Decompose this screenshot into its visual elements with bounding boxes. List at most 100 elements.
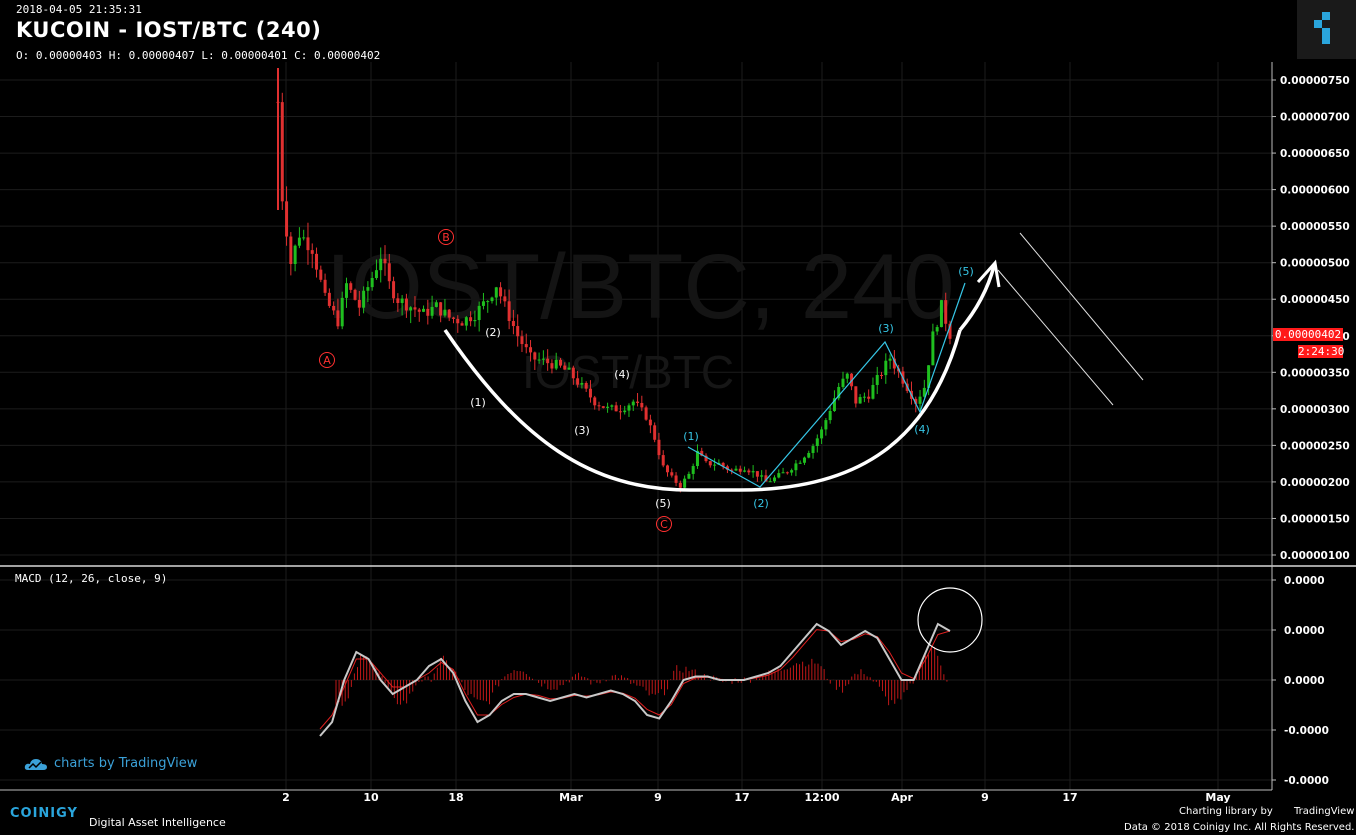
trend-line-lower[interactable] [997, 269, 1114, 406]
cyan-wave-label[interactable]: (1) [683, 430, 699, 443]
cyan-wave-path[interactable] [687, 282, 966, 488]
macd-label[interactable]: MACD (12, 26, close, 9) [15, 572, 168, 585]
abc-wave-label[interactable]: A [323, 354, 331, 367]
candle-body [593, 397, 597, 406]
candle-body [837, 386, 841, 399]
cyan-wave-label[interactable]: (5) [958, 265, 974, 278]
price-tick-label: 0.00000150 [1280, 513, 1350, 525]
candle-body [678, 482, 682, 488]
candle-body [931, 331, 935, 366]
chart-title: KUCOIN - IOST/BTC (240) [16, 18, 322, 42]
candle-body [473, 320, 477, 322]
candle-body [490, 297, 494, 302]
white-wave-label[interactable]: (3) [574, 424, 590, 437]
price-tick-label: 0.00000700 [1280, 112, 1350, 124]
candle-body [362, 290, 366, 308]
candle-body [674, 475, 678, 483]
candle-body [344, 283, 348, 298]
candle-body [546, 358, 550, 364]
price-tick-label: 0.00000750 [1280, 75, 1350, 87]
candle-body [721, 462, 725, 467]
macd-axis[interactable]: 0.0000 0.0000 0.0000 -0.0000 -0.0000 [1272, 575, 1329, 787]
candle-body [948, 323, 952, 339]
tradingview-link[interactable]: charts by TradingView [24, 756, 197, 771]
macd-tick-label: -0.0000 [1284, 775, 1329, 787]
candle-body [456, 318, 460, 324]
cyan-wave-label[interactable]: (2) [753, 497, 769, 510]
time-tick-label: 12:00 [804, 791, 839, 804]
abc-label-circle [319, 352, 335, 368]
candle-body [486, 301, 490, 303]
candle-body [708, 461, 712, 466]
candle-body [858, 397, 862, 404]
candle-body [695, 450, 699, 467]
trend-line-upper[interactable] [1019, 232, 1144, 381]
candle-body [747, 470, 751, 473]
candle-body [618, 411, 622, 413]
candle-body [627, 405, 631, 411]
candle-body [584, 382, 588, 389]
cup-curve[interactable] [443, 329, 962, 492]
macd-line [319, 622, 951, 737]
candle-body [319, 269, 323, 280]
candle-body [640, 402, 644, 408]
candle-body [409, 307, 413, 311]
candle-body [875, 374, 879, 385]
candle-body [922, 387, 926, 397]
candle-body [623, 410, 627, 413]
white-wave-label[interactable]: (5) [655, 497, 671, 510]
candle-body [691, 466, 695, 474]
candle-body [524, 344, 528, 348]
candle-body [439, 302, 443, 316]
cup-arrow-line[interactable] [958, 265, 996, 332]
time-axis[interactable]: 2 10 18 Mar 9 17 12:00 Apr 9 17 May [282, 791, 1230, 804]
cup-arrow-head [976, 259, 1001, 288]
abc-wave-label[interactable]: C [660, 518, 668, 531]
price-tick-label: 0.00000200 [1280, 477, 1350, 489]
candle-body [918, 396, 922, 404]
white-wave-label[interactable]: (4) [614, 368, 630, 381]
candle-body [374, 270, 378, 278]
cyan-wave-label[interactable]: (3) [878, 322, 894, 335]
white-wave-label[interactable]: (2) [485, 326, 501, 339]
candle-body [533, 352, 537, 360]
macd-tick-label: 0.0000 [1284, 625, 1325, 637]
time-tick-label: 17 [1062, 791, 1077, 804]
candle-body [944, 300, 948, 324]
price-tick-label: 0.00000650 [1280, 148, 1350, 160]
candle-body [310, 250, 314, 254]
candle-body [554, 359, 558, 369]
coinigy-logo-icon[interactable] [1297, 0, 1356, 59]
candle-body [939, 300, 943, 328]
candle-body [807, 453, 811, 458]
candle-body [417, 309, 421, 312]
candle-body [588, 388, 592, 398]
candle-body [828, 410, 832, 421]
price-tick-label: 0.00000100 [1280, 550, 1350, 562]
candle-body [704, 455, 708, 462]
candle-body [794, 463, 798, 471]
candle-body [383, 258, 387, 264]
candle-body [790, 470, 794, 473]
time-tick-label: 9 [654, 791, 662, 804]
coinigy-brand[interactable]: COINIGY [10, 806, 78, 821]
candle-body [760, 475, 764, 477]
price-tick-label: 0.00000500 [1280, 258, 1350, 270]
tradingview-credit[interactable]: TradingView [1294, 806, 1355, 817]
price-axis[interactable]: 0.00000750 0.00000700 0.00000650 0.00000600… [1272, 75, 1350, 562]
candle-body [597, 405, 601, 407]
candle-body [666, 465, 670, 473]
abc-wave-label[interactable]: B [442, 231, 450, 244]
candle-body [336, 310, 340, 327]
candle-body [357, 299, 361, 308]
watermark-main: IOST/BTC, 240 [326, 236, 955, 338]
candle-body [935, 327, 939, 332]
candle-body [683, 478, 687, 488]
cyan-wave-label[interactable]: (4) [914, 423, 930, 436]
wave-labels: A B C (1) (2) (3) (4) (5) (1) (2) (3) (4) (5) [319, 229, 974, 532]
candle-body [340, 297, 344, 327]
macd-tick-label: 0.0000 [1284, 675, 1325, 687]
white-wave-label[interactable]: (1) [470, 396, 486, 409]
macd-highlight-circle[interactable] [917, 587, 983, 653]
